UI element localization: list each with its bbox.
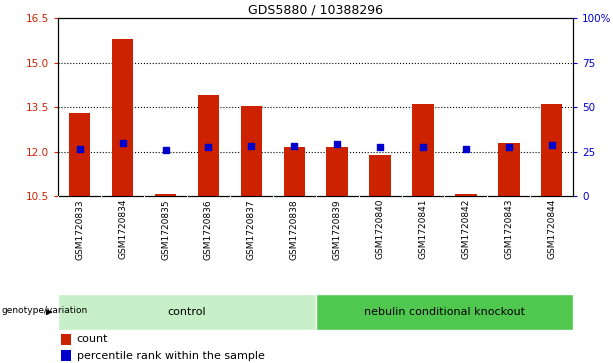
Point bbox=[75, 146, 85, 151]
Point bbox=[504, 144, 514, 150]
Bar bbox=[112, 39, 134, 196]
Point bbox=[246, 143, 256, 148]
Bar bbox=[61, 350, 70, 362]
Bar bbox=[284, 147, 305, 196]
Text: control: control bbox=[167, 307, 207, 317]
Point bbox=[161, 147, 170, 153]
Point bbox=[332, 141, 342, 147]
Text: GSM1720841: GSM1720841 bbox=[419, 199, 427, 260]
Text: GSM1720844: GSM1720844 bbox=[547, 199, 556, 259]
Text: GSM1720834: GSM1720834 bbox=[118, 199, 127, 260]
Bar bbox=[316, 294, 573, 330]
Bar bbox=[154, 194, 177, 196]
Text: GSM1720833: GSM1720833 bbox=[75, 199, 84, 260]
Point bbox=[461, 146, 471, 151]
Text: GSM1720839: GSM1720839 bbox=[333, 199, 341, 260]
Bar bbox=[498, 143, 520, 196]
Text: count: count bbox=[77, 334, 109, 344]
Point bbox=[118, 140, 128, 146]
Bar bbox=[412, 104, 434, 196]
Bar bbox=[241, 106, 262, 196]
Bar bbox=[69, 113, 91, 196]
Title: GDS5880 / 10388296: GDS5880 / 10388296 bbox=[248, 4, 383, 17]
Bar bbox=[327, 147, 348, 196]
Bar bbox=[455, 194, 477, 196]
Text: nebulin conditional knockout: nebulin conditional knockout bbox=[364, 307, 525, 317]
Text: GSM1720840: GSM1720840 bbox=[376, 199, 384, 260]
Text: GSM1720837: GSM1720837 bbox=[247, 199, 256, 260]
Point bbox=[375, 144, 385, 150]
Text: percentile rank within the sample: percentile rank within the sample bbox=[77, 351, 265, 361]
Bar bbox=[61, 334, 70, 345]
Point bbox=[418, 144, 428, 150]
Bar bbox=[541, 104, 563, 196]
Text: genotype/variation: genotype/variation bbox=[1, 306, 88, 315]
Bar bbox=[58, 294, 316, 330]
Text: GSM1720838: GSM1720838 bbox=[290, 199, 299, 260]
Bar bbox=[197, 95, 219, 196]
Bar bbox=[369, 155, 391, 196]
Point bbox=[204, 144, 213, 150]
Point bbox=[289, 143, 299, 148]
Text: GSM1720842: GSM1720842 bbox=[462, 199, 470, 259]
Text: GSM1720843: GSM1720843 bbox=[504, 199, 513, 260]
Text: GSM1720836: GSM1720836 bbox=[204, 199, 213, 260]
Text: GSM1720835: GSM1720835 bbox=[161, 199, 170, 260]
Point bbox=[547, 142, 557, 148]
